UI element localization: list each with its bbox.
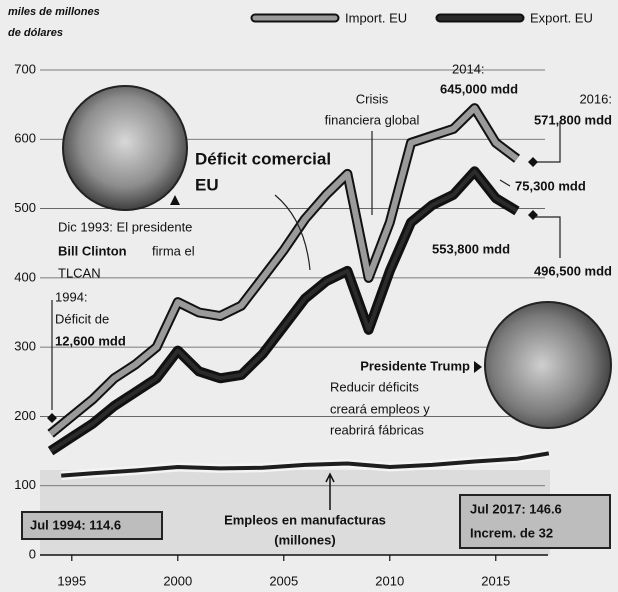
x-tick-label: 2000 — [163, 573, 192, 588]
annotation: 75,300 mdd — [515, 178, 586, 193]
jobs-label: Empleos en manufacturas — [224, 512, 386, 527]
pointer — [170, 195, 180, 205]
annotation: Déficit de — [55, 311, 109, 326]
x-tick-label: 2015 — [481, 573, 510, 588]
pointer — [474, 361, 482, 373]
annotation: Reducir déficits — [330, 379, 419, 394]
legend-label: Import. EU — [345, 10, 407, 25]
trump-photo — [484, 301, 612, 429]
lines — [47, 103, 550, 481]
x-tick-label: 2005 — [269, 573, 298, 588]
x-tick-label: 2010 — [375, 573, 404, 588]
annotation: 1994: — [55, 289, 88, 304]
y-tick-label: 700 — [14, 61, 36, 76]
annotation: firma el — [152, 243, 195, 258]
annotation: 12,600 mdd — [55, 333, 126, 348]
leader-lines — [499, 121, 561, 258]
annotation: Déficit comercial — [195, 149, 331, 168]
jobs-unit: (millones) — [274, 532, 335, 547]
x-tick-label: 1995 — [57, 573, 86, 588]
y-tick-label: 600 — [14, 131, 36, 146]
annotation: 2014: — [452, 61, 485, 76]
label-box — [459, 494, 611, 549]
value-label: 496,500 mdd — [534, 263, 612, 278]
value-label: 553,800 mdd — [432, 241, 510, 256]
y-tick-label: 100 — [14, 477, 36, 492]
annotation: 2016: — [579, 91, 612, 106]
y-tick-label: 0 — [29, 546, 36, 561]
annotation: Dic 1993: El presidente — [58, 219, 192, 234]
y-label: miles de millones — [8, 6, 100, 18]
series-line — [49, 169, 519, 453]
annotation: EU — [195, 175, 219, 194]
series-line — [48, 105, 519, 437]
annotation: Increm. de 32 — [470, 525, 553, 540]
value-label: Jul 1994: 114.6 — [30, 517, 121, 532]
y-label: de dólares — [8, 27, 63, 39]
annotation: Presidente Trump — [360, 358, 470, 373]
annotation: creará empleos y — [330, 401, 430, 416]
y-tick-label: 500 — [14, 200, 36, 215]
arrow — [325, 472, 335, 510]
annotation: reabrirá fábricas — [330, 422, 424, 437]
clinton-photo — [62, 85, 188, 211]
grid: 0 100 200 300 400 500 600 700 1995 2000 2005 2010 20… — [14, 61, 548, 588]
label-box — [21, 511, 163, 540]
value-label: 571,800 mdd — [534, 112, 612, 127]
y-tick-label: 200 — [14, 408, 36, 423]
value-label: Jul 2017: 146.6 — [470, 501, 562, 516]
legend-label: Export. EU — [530, 10, 593, 25]
jobs-line — [61, 451, 550, 478]
leader-line — [274, 194, 311, 271]
annotation: Crisis — [356, 91, 389, 106]
annotation: Bill Clinton — [58, 243, 127, 258]
annotation: TLCAN — [58, 265, 101, 280]
y-tick-label: 300 — [14, 339, 36, 354]
annotation: financiera global — [325, 112, 420, 127]
y-tick-label: 400 — [14, 269, 36, 284]
value-label: 645,000 mdd — [440, 81, 518, 96]
